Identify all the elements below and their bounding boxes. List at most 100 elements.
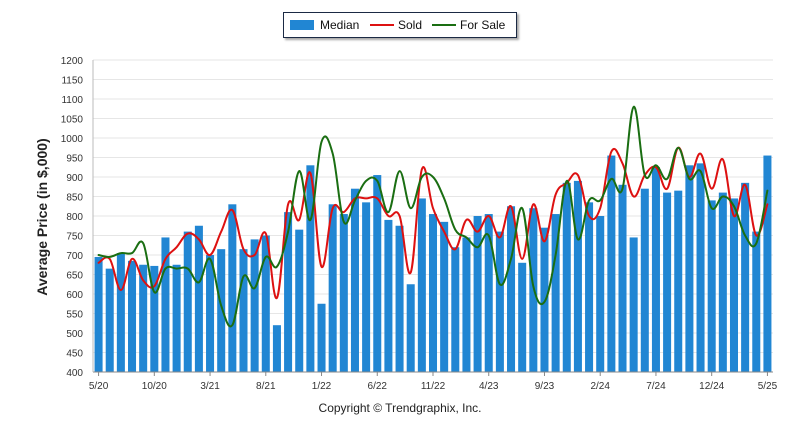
y-tick-label: 900 [66,173,83,184]
x-tick-label: 4/23 [479,381,499,392]
x-tick-label: 10/20 [142,381,167,392]
x-tick-label: 8/21 [256,381,276,392]
bar-median [562,182,571,372]
bar-median [295,229,304,372]
bar-median [395,225,404,372]
x-tick-label: 5/20 [89,381,109,392]
y-tick-label: 950 [66,154,83,165]
y-tick-label: 700 [66,251,83,262]
bar-median [317,303,326,372]
bar-median [451,247,460,372]
bar-median [495,231,504,372]
y-tick-label: 800 [66,212,83,223]
y-tick-label: 400 [66,368,83,379]
bar-median [139,264,148,372]
legend-label-sold: Sold [398,18,423,32]
y-tick-label: 1100 [61,95,83,106]
x-tick-label: 12/24 [699,381,724,392]
y-tick-label: 1050 [61,115,84,126]
bar-median [161,237,170,372]
bar-median [607,155,616,372]
y-tick-label: 550 [66,310,83,321]
bar-median [183,231,192,372]
bar-median [116,253,125,372]
bar-median [284,212,293,372]
bar-median [228,204,237,372]
bar-median [596,216,605,372]
bar-median [685,165,694,372]
bar-median [350,188,359,372]
bar-median [484,214,493,372]
bar-median [507,206,516,372]
x-tick-label: 7/24 [646,381,666,392]
bar-median [206,255,215,372]
bar-median [741,182,750,372]
median-bars [94,155,772,372]
bar-median [362,202,371,372]
bar-median [618,184,627,372]
bar-median [94,256,103,372]
bar-median [440,221,449,372]
bar-median [629,237,638,372]
bar-median [651,167,660,372]
bar-median [239,249,248,372]
y-tick-label: 1200 [61,56,84,67]
legend: Median Sold For Sale [283,12,517,38]
bar-median [417,198,426,372]
bar-median [573,180,582,372]
x-tick-label: 2/24 [590,381,610,392]
bar-median [261,235,270,372]
x-axis-ticks: 5/20 10/20 3/21 8/21 1/22 6/22 11/22 4/23 9/23 2/… [89,372,778,392]
bar-median [696,163,705,372]
x-tick-label: 11/22 [421,381,446,392]
copyright-footer: Copyright © Trendgraphix, Inc. [318,401,482,415]
bar-median [462,237,471,372]
y-tick-label: 650 [66,271,83,282]
y-tick-label: 1150 [61,76,83,87]
bar-median [306,165,315,372]
y-tick-label: 600 [66,290,83,301]
bar-median [272,325,281,372]
x-tick-label: 6/22 [368,381,388,392]
y-tick-label: 450 [66,349,83,360]
y-tick-label: 1000 [61,134,84,145]
bar-median [473,216,482,372]
bar-median [428,214,438,372]
x-tick-label: 3/21 [200,381,220,392]
bar-median [128,260,137,372]
legend-swatch-sold [370,24,394,26]
legend-label-for-sale: For Sale [460,18,506,32]
bar-median [752,231,761,372]
bar-median [384,219,393,372]
trend-lines [97,105,769,328]
legend-swatch-median [290,20,314,30]
legend-swatch-for-sale [432,24,456,26]
y-tick-label: 850 [66,193,83,204]
x-tick-label: 1/22 [312,381,332,392]
bar-median [328,204,337,372]
bar-median [194,225,203,372]
x-tick-label: 9/23 [535,381,555,392]
y-tick-label: 500 [66,329,83,340]
y-axis-ticks: 400 450 500 550 600 650 700 750 800 850 900 950 1000… [61,56,84,379]
bar-median [406,284,415,372]
bar-median [339,214,348,372]
bar-median [150,265,159,372]
bar-median [172,264,181,372]
bar-median [707,200,716,372]
bar-median [250,239,259,372]
bar-median [718,192,727,372]
legend-label-median: Median [320,18,360,32]
bar-median [105,268,114,372]
bar-median [663,192,672,372]
bar-median [518,262,527,372]
bar-median [373,175,382,372]
x-tick-label: 5/25 [758,381,778,392]
bar-median [585,202,594,372]
bar-median [763,155,772,372]
bar-median [729,198,738,372]
line-for-sale [97,105,769,328]
y-tick-label: 750 [66,232,83,243]
bar-median [551,214,560,372]
